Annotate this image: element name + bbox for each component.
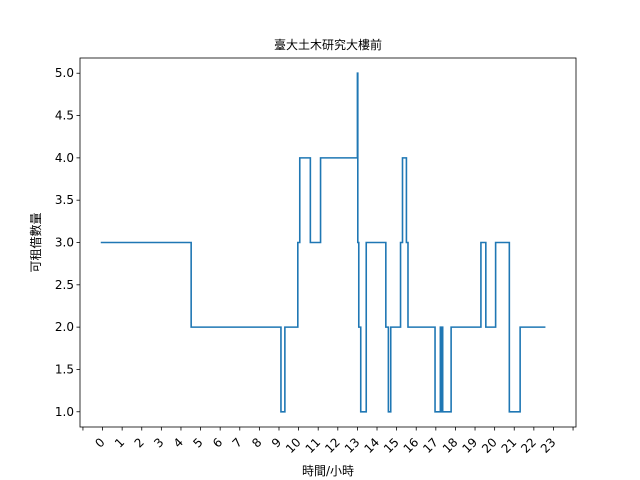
- y-tick-label: 3.5: [55, 193, 74, 207]
- y-axis-label: 可租借數量: [29, 212, 43, 272]
- x-tick-label: 12: [322, 435, 343, 456]
- y-tick-label: 3.0: [55, 236, 74, 250]
- chart-title: 臺大土木研究大樓前: [274, 37, 382, 52]
- x-tick-label: 17: [420, 435, 441, 456]
- x-tick-label: 1: [112, 435, 127, 450]
- x-tick-label: 16: [401, 435, 422, 456]
- x-tick-label: 5: [190, 435, 205, 450]
- x-tick-label: 2: [132, 435, 147, 450]
- x-tick-label: 7: [230, 435, 245, 450]
- y-tick-label: 2.5: [55, 278, 74, 292]
- x-tick-label: 3: [151, 435, 166, 450]
- x-tick-label: 14: [361, 435, 382, 456]
- x-tick-label: 0: [92, 435, 107, 450]
- x-tick-label: 9: [269, 435, 284, 450]
- y-tick-label: 2.0: [55, 320, 74, 334]
- x-tick-label: 6: [210, 435, 225, 450]
- x-tick-label: 4: [171, 435, 186, 450]
- x-tick-label: 13: [342, 435, 363, 456]
- x-tick-label: 21: [499, 435, 520, 456]
- y-tick-label: 4.5: [55, 109, 74, 123]
- x-tick-label: 18: [440, 435, 461, 456]
- x-tick-label: 11: [303, 435, 324, 456]
- x-tick-label: 19: [459, 435, 480, 456]
- x-tick-label: 23: [538, 435, 559, 456]
- y-tick-label: 4.0: [55, 151, 74, 165]
- x-tick-label: 10: [283, 435, 304, 456]
- series-line: [100, 72, 546, 413]
- x-axis-label: 時間/小時: [302, 464, 354, 478]
- x-tick-label: 15: [381, 435, 402, 456]
- x-tick-label: 22: [518, 435, 539, 456]
- y-tick-label: 5.0: [55, 66, 74, 80]
- y-tick-label: 1.0: [55, 405, 74, 419]
- x-tick-label: 8: [249, 435, 264, 450]
- y-tick-label: 1.5: [55, 362, 74, 376]
- x-tick-label: 20: [479, 435, 500, 456]
